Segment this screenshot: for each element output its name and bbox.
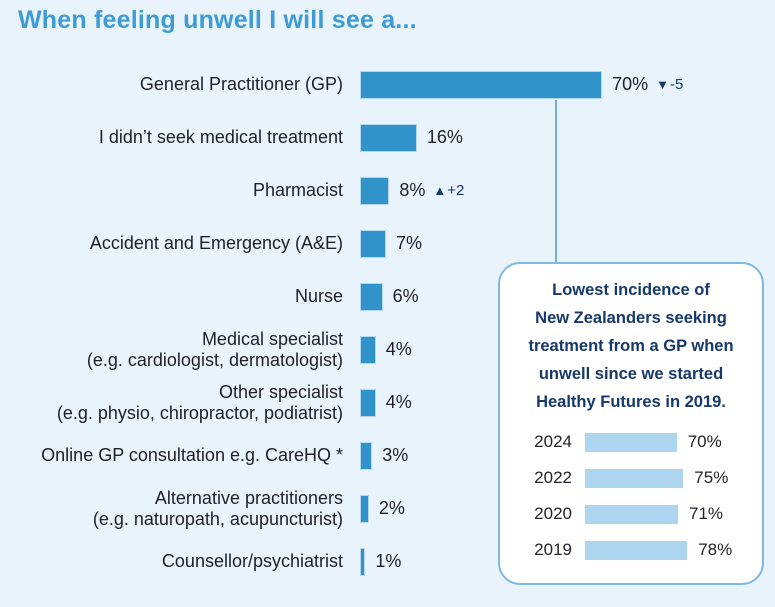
trend-row: 2020 71% — [500, 496, 762, 532]
bar-label: General Practitioner (GP) — [139, 74, 343, 95]
chart-row: Alternative practitioners (e.g. naturopa… — [0, 482, 775, 535]
bar — [360, 388, 376, 417]
bar — [360, 70, 603, 99]
chart-row: General Practitioner (GP) 70% ▼ -5 — [0, 58, 775, 111]
bar-label: Counsellor/psychiatrist — [161, 551, 343, 572]
bar-label: I didn’t seek medical treatment — [98, 127, 343, 148]
bar — [360, 547, 366, 576]
chart-row: I didn’t seek medical treatment 16% — [0, 111, 775, 164]
bar — [360, 176, 390, 205]
bar — [360, 282, 383, 311]
trend-row: 2024 70% — [500, 424, 762, 460]
chart-row: Counsellor/psychiatrist 1% — [0, 535, 775, 588]
trend-value: 78% — [698, 540, 733, 559]
bar — [360, 494, 369, 523]
bar-value: 1% — [375, 551, 402, 571]
bar-value: 4% — [385, 392, 412, 412]
trend-bar — [585, 468, 684, 488]
trend-year: 2024 — [534, 432, 572, 451]
chart-row: Pharmacist 8% ▲ +2 — [0, 164, 775, 217]
bar — [360, 229, 386, 258]
trend-value: 75% — [694, 468, 729, 487]
chart-row: Nurse 6% — [0, 270, 775, 323]
chart-row: Online GP consultation e.g. CareHQ * 3% — [0, 429, 775, 482]
trend-bar — [585, 540, 688, 560]
trend-year: 2022 — [534, 468, 572, 487]
trend-value: 71% — [689, 504, 724, 523]
trend-row: 2019 78% — [500, 532, 762, 568]
triangle-up-icon: ▲ — [433, 183, 447, 198]
trend-bar — [585, 504, 678, 524]
bar-value: 4% — [385, 339, 412, 359]
trend-year: 2020 — [534, 504, 572, 523]
bar-value: 70% — [612, 74, 649, 94]
bar-value: 8% — [399, 180, 426, 200]
bar-value: 2% — [378, 498, 405, 518]
main-chart: General Practitioner (GP) 70% ▼ -5 I didn’t … — [0, 58, 775, 588]
trend-value: 70% — [687, 432, 722, 451]
bar-label: Pharmacist — [252, 180, 343, 201]
page-title: When feeling unwell I will see a... — [18, 6, 417, 34]
delta-value: +2 — [447, 182, 465, 199]
delta-indicator: ▼ -5 — [656, 76, 683, 93]
callout-text: Lowest incidence of New Zealanders seeki… — [528, 281, 734, 411]
delta-value: -5 — [670, 76, 684, 93]
trend-row: 2022 75% — [500, 460, 762, 496]
bar-label: Alternative practitioners (e.g. naturopa… — [92, 487, 343, 529]
bar — [360, 441, 373, 470]
chart-row: Other specialist (e.g. physio, chiroprac… — [0, 376, 775, 429]
callout-card: Lowest incidence of New Zealanders seeki… — [498, 262, 764, 585]
trend-year: 2019 — [534, 540, 572, 559]
bar-value: 6% — [392, 286, 419, 306]
bar — [360, 335, 376, 364]
chart-row: Accident and Emergency (A&E) 7% — [0, 217, 775, 270]
connector-line — [555, 100, 557, 263]
bar-label: Other specialist (e.g. physio, chiroprac… — [56, 381, 343, 423]
bar-label: Online GP consultation e.g. CareHQ * — [41, 445, 343, 466]
bar-value: 7% — [396, 233, 423, 253]
delta-indicator: ▲ +2 — [433, 182, 464, 199]
trend-chart: 2024 70% 2022 75% 2020 71% 2019 78% — [500, 424, 762, 568]
trend-bar — [585, 432, 677, 452]
bar-label: Accident and Emergency (A&E) — [89, 233, 343, 254]
triangle-down-icon: ▼ — [656, 77, 669, 92]
bar-label: Medical specialist (e.g. cardiologist, d… — [86, 328, 343, 370]
bar — [360, 123, 417, 152]
chart-row: Medical specialist (e.g. cardiologist, d… — [0, 323, 775, 376]
bar-label: Nurse — [294, 286, 343, 307]
bar-value: 16% — [426, 127, 463, 147]
bar-value: 3% — [382, 445, 409, 465]
